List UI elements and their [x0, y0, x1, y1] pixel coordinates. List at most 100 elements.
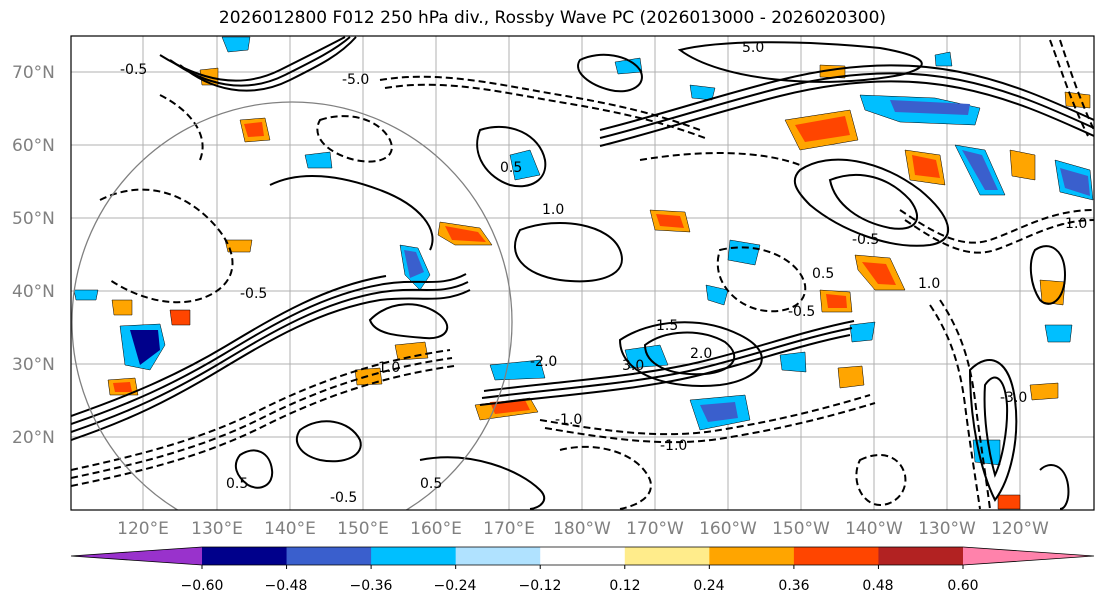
- map-frame: [70, 35, 1095, 511]
- contour-line: [599, 72, 1094, 139]
- lon-label: 180°W: [553, 519, 611, 539]
- colorbar-tick-label: 0.24: [693, 578, 724, 594]
- shade-patch: [997, 494, 1021, 510]
- shade-patch: [445, 226, 486, 242]
- shade-patch: [111, 299, 133, 316]
- contour-label: 0.5: [812, 266, 834, 282]
- contour-line: [983, 376, 1009, 478]
- colorbar-segment: [202, 547, 288, 565]
- contour-label: 1.5: [656, 318, 678, 334]
- contour-line: [159, 94, 204, 161]
- colorbar-tick-label: 0.48: [862, 578, 893, 594]
- contour-label: -1.0: [555, 412, 582, 428]
- contour-labels: 5.0 -5.0 -0.5 -1.0 0.5 1.0 1.5 2.0 3.0 -…: [120, 40, 1087, 506]
- contour-line: [71, 357, 453, 479]
- shade-patch: [244, 122, 264, 137]
- shade-patch: [689, 84, 716, 101]
- contour-label: -0.5: [330, 490, 357, 506]
- contour-line: [384, 83, 706, 139]
- shade-patch: [705, 284, 729, 306]
- contour-line: [295, 420, 362, 463]
- contour-label: 3.0: [622, 358, 644, 374]
- colorbar-labels: −0.60 −0.48 −0.36 −0.24 −0.12 0.12 0.24 …: [181, 578, 979, 594]
- contour-label: 0.5: [420, 476, 442, 492]
- shade-patch: [221, 36, 251, 53]
- shade-patch: [489, 359, 546, 381]
- contour-line: [71, 275, 387, 417]
- colorbar-segment: [455, 547, 541, 565]
- colorbar-segment: [963, 547, 1094, 565]
- packet-circle: [71, 101, 513, 510]
- divergence-shading: [73, 36, 1094, 510]
- contour-line: [643, 331, 736, 376]
- contour-line: [1039, 464, 1070, 510]
- shade-patch: [394, 341, 429, 361]
- colorbar-segment: [709, 547, 795, 565]
- shade-patch: [656, 214, 684, 228]
- lon-label: 160°E: [410, 519, 462, 539]
- lon-label: 150°W: [772, 519, 830, 539]
- contour-line: [544, 402, 876, 444]
- contour-line: [1049, 39, 1089, 137]
- lon-label: 170°E: [483, 519, 535, 539]
- lon-label: 120°W: [991, 519, 1049, 539]
- shade-patch: [837, 365, 865, 389]
- lon-label: 140°W: [845, 519, 903, 539]
- colorbar-segment: [71, 547, 202, 565]
- contour-line: [1059, 39, 1094, 131]
- colorbar-tick-label: −0.48: [265, 578, 308, 594]
- shade-patch: [1029, 382, 1059, 401]
- contour-line: [159, 36, 346, 82]
- contour-label: 2.0: [690, 346, 712, 362]
- shade-patch: [890, 100, 970, 115]
- shade-patch: [727, 239, 761, 266]
- contour-label: -1.0: [660, 438, 687, 454]
- shade-patch: [1064, 91, 1091, 109]
- shade-patch: [169, 309, 191, 326]
- contour-line: [71, 281, 469, 433]
- shade-patch: [130, 330, 160, 365]
- contour-line: [169, 36, 351, 87]
- shade-patch: [849, 321, 876, 343]
- colorbar-tick-label: −0.60: [181, 578, 224, 594]
- contour-line: [899, 209, 1094, 244]
- shade-patch: [700, 402, 738, 422]
- latitude-labels: 70°N 60°N 50°N 40°N 30°N 20°N: [12, 63, 55, 448]
- figure-title: 2026012800 F012 250 hPa div., Rossby Wav…: [218, 8, 887, 28]
- shade-patch: [934, 51, 953, 67]
- lat-label: 30°N: [12, 355, 55, 375]
- contour-line: [639, 152, 801, 166]
- colorbar-segment: [371, 547, 457, 565]
- contour-line: [419, 456, 546, 510]
- contour-label: 0.5: [226, 476, 248, 492]
- contour-label: -2.0: [530, 354, 557, 370]
- lat-label: 40°N: [12, 282, 55, 302]
- contour-line: [514, 222, 623, 283]
- shade-patch: [779, 351, 807, 373]
- contour-label: 1.0: [378, 360, 400, 376]
- shade-patch: [73, 289, 99, 301]
- contour-label: -0.5: [240, 286, 267, 302]
- contour-label: -1.0: [1060, 216, 1087, 232]
- longitude-labels: 120°E 130°E 140°E 150°E 160°E 170°E 180°…: [117, 519, 1049, 539]
- shade-patch: [1044, 324, 1073, 343]
- lon-label: 120°E: [117, 519, 169, 539]
- contour-line: [599, 80, 1094, 147]
- contour-line: [677, 41, 923, 83]
- shade-patch: [304, 151, 333, 169]
- contour-line: [368, 303, 449, 340]
- shade-patch: [912, 155, 940, 178]
- colorbar-segment: [878, 547, 964, 565]
- contour-line: [379, 75, 701, 131]
- contour-label: -5.0: [342, 72, 369, 88]
- contour-line: [855, 454, 907, 507]
- contour-line: [539, 394, 871, 436]
- shade-patch: [962, 150, 998, 190]
- contour-line: [577, 53, 643, 93]
- contour-line: [481, 327, 853, 399]
- colorbar-segment: [624, 547, 710, 565]
- colorbar-tick-label: 0.12: [609, 578, 640, 594]
- colorbar: [70, 546, 1095, 569]
- contour-line: [599, 64, 1094, 131]
